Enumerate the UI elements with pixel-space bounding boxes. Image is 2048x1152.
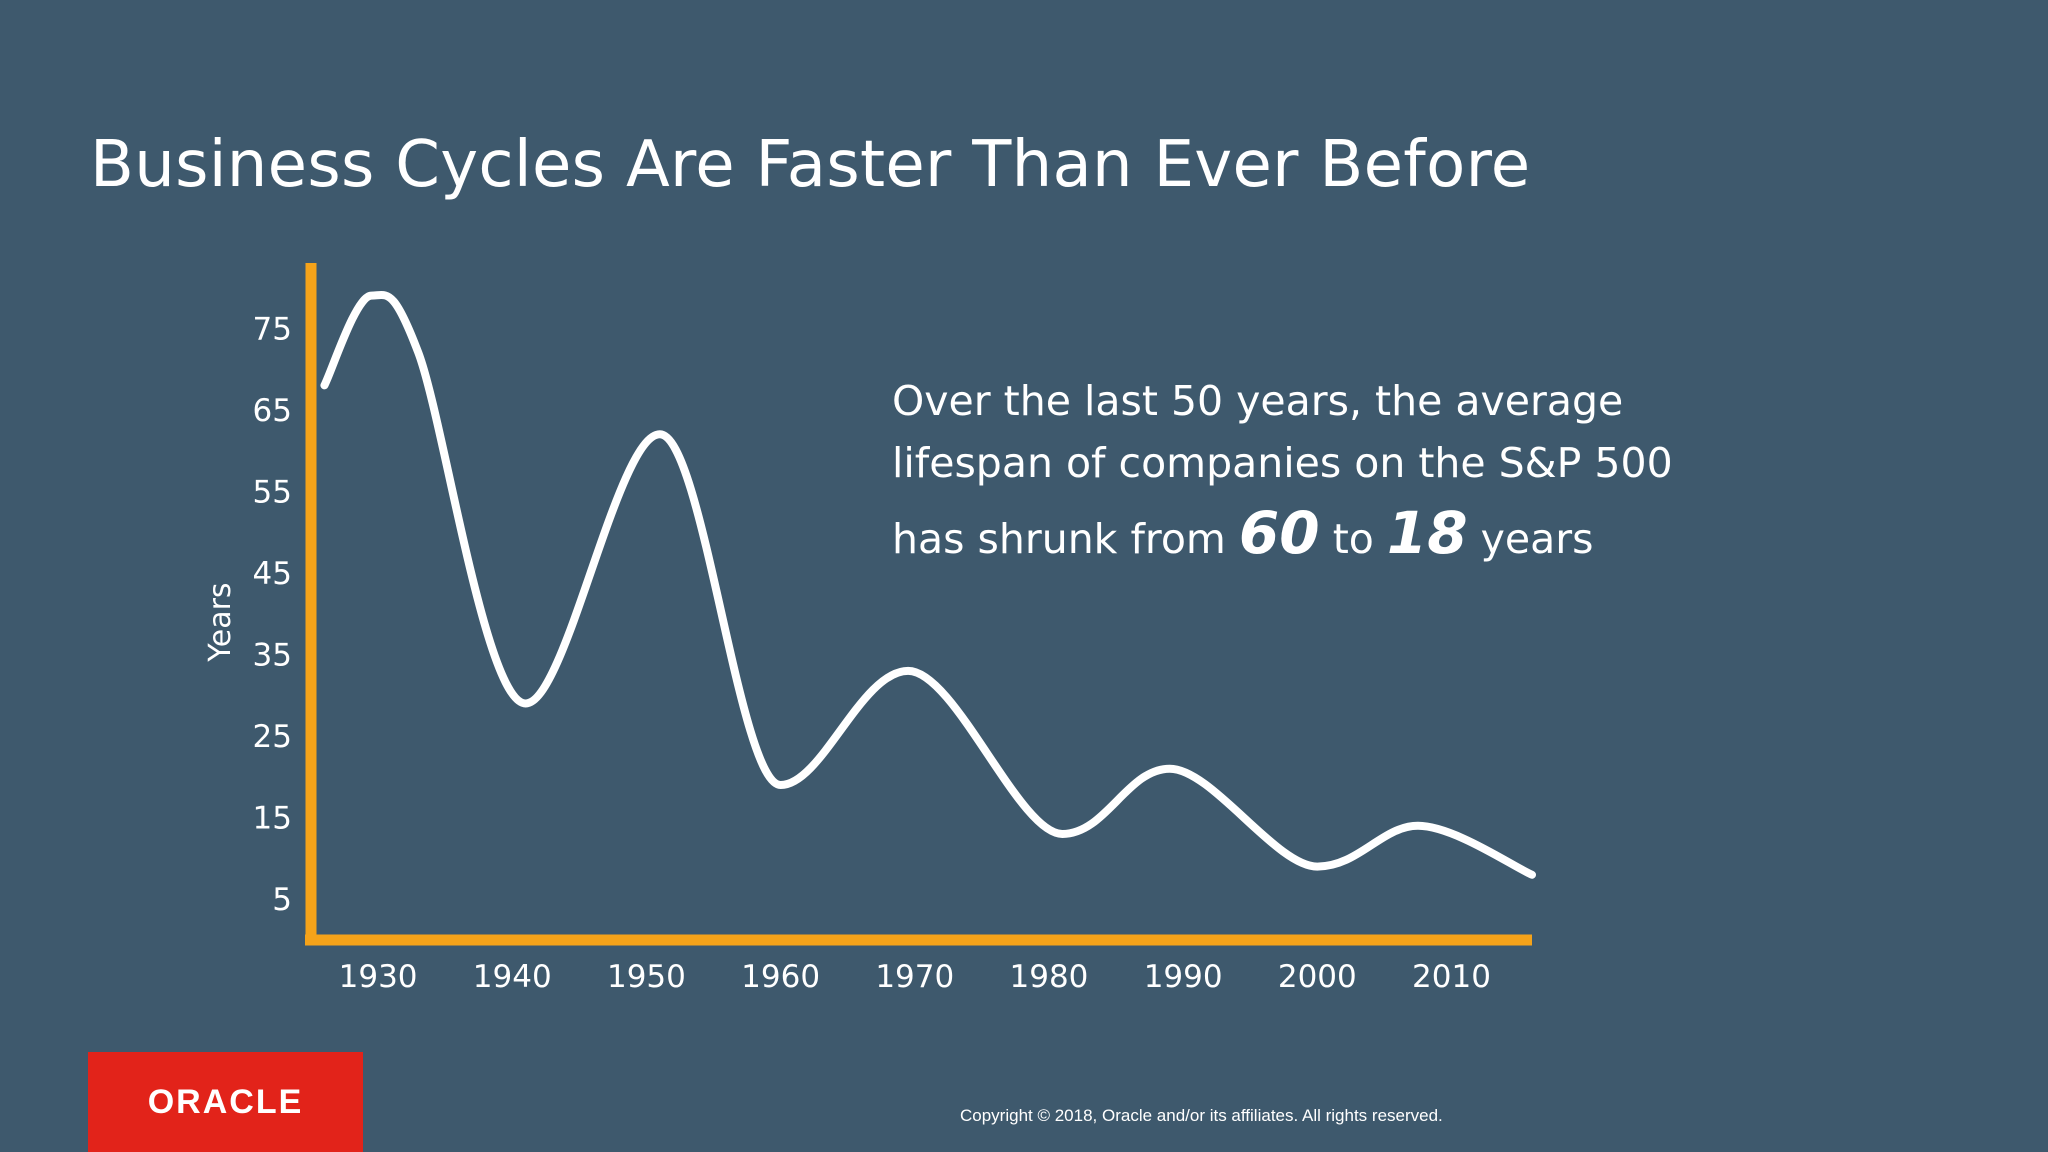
callout-line-3: has shrunk from 60 to 18 years: [892, 502, 1792, 570]
y-tick-label: 55: [253, 474, 292, 510]
data-point: [1415, 823, 1421, 829]
data-point: [657, 431, 663, 437]
data-point: [523, 700, 529, 706]
y-tick-label: 75: [253, 311, 292, 347]
callout-text: Over the last 50 years, the average life…: [892, 370, 1792, 570]
x-tick-label: 2000: [1278, 959, 1357, 995]
data-point: [415, 350, 421, 356]
callout-connector: to: [1332, 515, 1374, 563]
data-point: [1529, 872, 1535, 878]
data-point: [1167, 766, 1173, 772]
y-tick-label: 65: [253, 393, 292, 429]
series-line: [320, 291, 1536, 879]
callout-line-1: Over the last 50 years, the average: [892, 377, 1624, 425]
copyright-text: Copyright © 2018, Oracle and/or its affi…: [960, 1106, 1443, 1125]
data-point: [1059, 831, 1065, 837]
callout-line-2: lifespan of companies on the S&P 500: [892, 439, 1673, 487]
y-tick-label: 15: [253, 801, 292, 837]
callout-prefix: has shrunk from: [892, 515, 1226, 563]
data-point: [778, 782, 784, 788]
y-axis-tick-labels: 5 15 25 35 45 55 65 75: [253, 311, 292, 918]
data-point: [368, 293, 374, 299]
logo-text: ORACLE: [147, 1082, 304, 1121]
data-point: [321, 382, 327, 388]
y-tick-label: 25: [253, 719, 292, 755]
x-tick-label: 1940: [473, 959, 552, 995]
y-tick-label: 5: [272, 882, 292, 918]
to-value: 18: [1386, 499, 1468, 567]
data-point: [905, 668, 911, 674]
x-tick-label: 1950: [607, 959, 686, 995]
x-tick-label: 1960: [741, 959, 820, 995]
y-tick-label: 45: [253, 556, 292, 592]
slide-title: Business Cycles Are Faster Than Ever Bef…: [90, 128, 1531, 202]
x-tick-label: 1980: [1010, 959, 1089, 995]
oracle-logo: ORACLE: [88, 1052, 363, 1152]
callout-suffix: years: [1480, 515, 1594, 563]
x-tick-label: 1930: [339, 959, 418, 995]
y-tick-label: 35: [253, 638, 292, 674]
x-tick-label: 2010: [1412, 959, 1491, 995]
x-axis-tick-labels: 1930 1940 1950 1960 1970 1980 1990 2000 2010: [339, 959, 1491, 995]
from-value: 60: [1238, 499, 1320, 567]
y-axis-title: Years: [203, 582, 238, 662]
x-tick-label: 1990: [1144, 959, 1223, 995]
data-point: [1314, 864, 1320, 870]
x-tick-label: 1970: [875, 959, 954, 995]
